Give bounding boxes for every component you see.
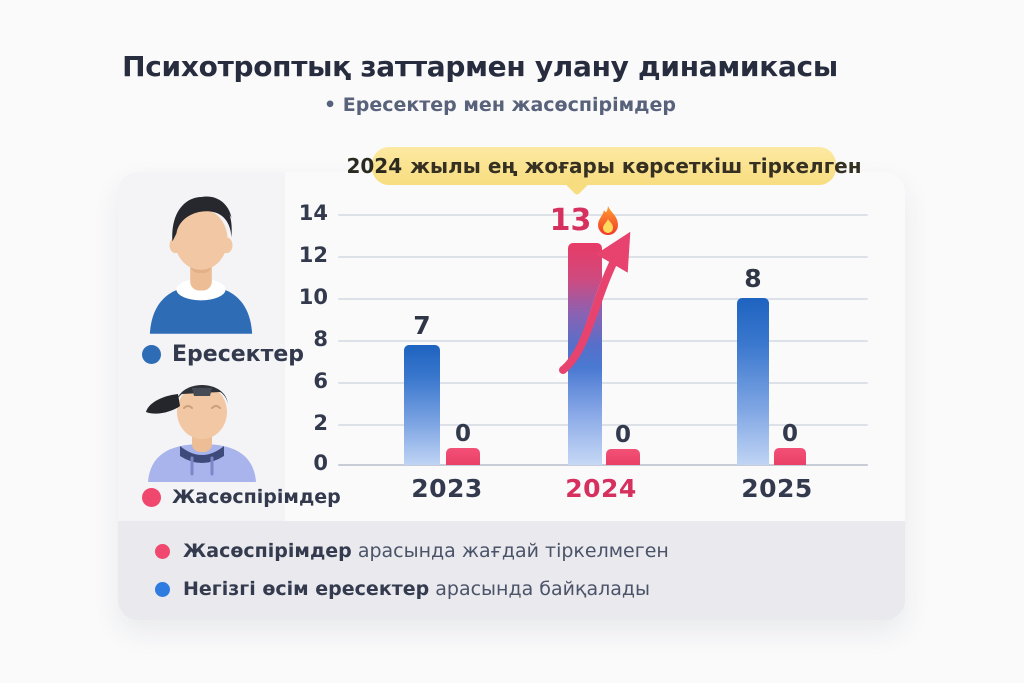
value-label-adults-2024: 13: [535, 203, 635, 238]
growth-arrow-icon: [556, 231, 631, 378]
gridline-6: [338, 382, 868, 384]
value-label-teens-2024: 0: [614, 422, 631, 448]
callout-year: 2024: [346, 154, 403, 178]
gridline-2: [338, 424, 868, 426]
gridline-8: [338, 340, 868, 342]
legend-adults-label: Ересектер: [172, 342, 305, 367]
note-teens-text: Жасөспірімдер арасында жағдай тіркелмеге…: [183, 540, 669, 562]
value-label-hot-number: 13: [549, 203, 592, 238]
y-tick-12: 12: [298, 243, 328, 267]
note-teens-dot-icon: [155, 543, 170, 559]
y-tick-10: 10: [298, 285, 328, 309]
note-adults-rest: арасында байқалады: [435, 578, 651, 600]
value-label-teens-2025: 0: [781, 421, 798, 447]
notes-strip: [118, 521, 905, 620]
y-tick-14: 14: [298, 201, 328, 225]
note-teens: Жасөспірімдер арасында жағдай тіркелмеге…: [155, 540, 669, 562]
note-teens-rest: арасында жағдай тіркелмеген: [357, 540, 669, 562]
note-adults-text: Негізгі өсім ересектер арасында байқалад…: [183, 578, 650, 600]
legend-teens-label: Жасөспірімдер: [172, 486, 341, 508]
legend-item-teens: Жасөспірімдер: [142, 486, 341, 508]
teens-dot-icon: [142, 487, 161, 507]
adult-avatar-illustration: [149, 196, 253, 334]
value-label-adults-2025: 8: [744, 264, 762, 293]
flame-icon: [598, 205, 619, 235]
y-tick-8: 8: [313, 327, 328, 351]
bar-adults-2023: [404, 345, 440, 465]
bar-teens-2023: [446, 448, 480, 465]
bar-teens-2025: [774, 448, 806, 465]
adults-dot-icon: [142, 345, 161, 364]
value-label-adults-2023: 7: [413, 311, 431, 340]
gridline-10: [338, 298, 868, 300]
y-tick-2: 2: [313, 411, 328, 435]
x-label-2024: 2024: [565, 474, 637, 503]
callout-text: жылы ең жоғары көрсеткіш тіркелген: [410, 154, 862, 178]
teen-avatar-illustration: [146, 385, 256, 482]
note-teens-bold: Жасөспірімдер: [183, 540, 352, 562]
page-title: Психотроптық заттармен улану динамикасы: [122, 50, 838, 83]
note-adults-dot-icon: [155, 581, 170, 597]
bar-adults-2025: [737, 298, 769, 465]
bar-teens-2024: [606, 449, 640, 465]
value-label-teens-2023: 0: [454, 421, 471, 447]
x-label-2023: 2023: [411, 474, 483, 503]
y-tick-6: 6: [313, 369, 328, 393]
legend-item-adults: Ересектер: [142, 342, 304, 367]
note-adults: Негізгі өсім ересектер арасында байқалад…: [155, 578, 650, 600]
x-label-2025: 2025: [741, 474, 813, 503]
y-tick-0: 0: [313, 451, 328, 475]
callout-bubble: 2024 жылы ең жоғары көрсеткіш тіркелген: [346, 147, 862, 196]
page-subtitle: • Ересектер мен жасөспірімдер: [324, 94, 676, 116]
gridline-0: [338, 464, 868, 466]
note-adults-bold: Негізгі өсім ересектер: [183, 578, 430, 600]
